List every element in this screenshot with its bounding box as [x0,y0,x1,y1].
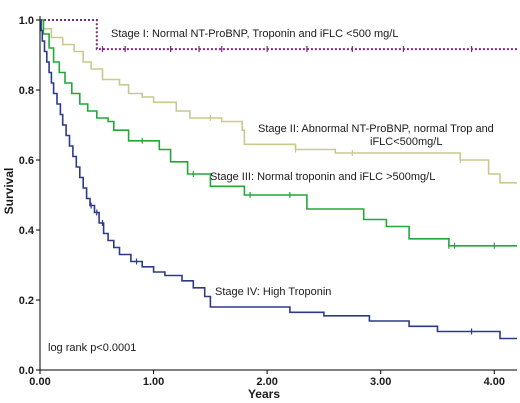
y-tick-label: 0.4 [19,225,35,237]
annotation-logrank: log rank p<0.0001 [48,342,136,354]
x-tick-label: 2.00 [256,376,277,388]
label-stage-2-line-2: iFLC<500mg/L [370,136,442,148]
x-tick-label: 0.00 [29,376,50,388]
x-axis-label: Years [248,387,280,401]
series-layer [40,19,517,340]
y-tick-label: 1.0 [19,15,34,27]
y-axis-label: Survival [2,168,16,215]
y-tick-label: 0.2 [19,295,34,307]
label-layer: Stage I: Normal NT-ProBNP, Troponin and … [111,28,494,298]
y-tick-label: 0.0 [19,365,34,377]
x-tick-label: 3.00 [370,376,391,388]
y-tick-label: 0.8 [19,85,34,97]
series-line-stage-3 [40,19,517,247]
label-stage-3: Stage III: Normal troponin and iFLC >500… [210,171,435,183]
label-stage-1: Stage I: Normal NT-ProBNP, Troponin and … [111,28,398,40]
series-line-stage-2 [40,19,517,184]
label-stage-4: Stage IV: High Troponin [215,286,331,298]
axes: 0.0 0.2 0.4 0.6 0.8 1.0 0.00 1.00 2.00 3.00 4.00 [19,15,517,388]
label-stage-2-line-1: Stage II: Abnormal NT-ProBNP, normal Tro… [258,123,494,135]
x-tick-label: 1.00 [143,376,164,388]
y-tick-label: 0.6 [19,155,34,167]
series-line-stage-1 [40,19,517,51]
x-tick-label: 4.00 [484,376,505,388]
